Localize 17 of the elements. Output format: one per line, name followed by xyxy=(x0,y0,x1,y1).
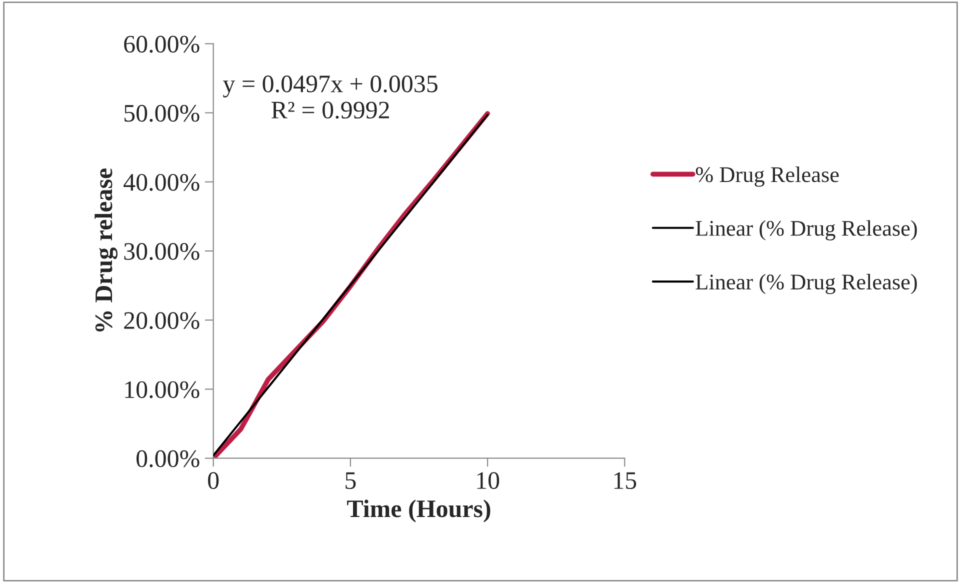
y-tick-label: 10.00% xyxy=(125,381,200,398)
legend-label: % Drug Release xyxy=(696,166,839,187)
y-tick-label: 30.00% xyxy=(124,243,200,260)
y-tick-label: 60.00% xyxy=(124,36,200,53)
x-axis-title: Time (Hours) xyxy=(347,500,490,522)
legend-label: Linear (% Drug Release) xyxy=(696,220,917,240)
y-tick-label: 40.00% xyxy=(124,174,200,191)
x-tick-label: 5 xyxy=(346,472,356,490)
annotation: y = 0.0497x + 0.0035 R² = 0.9992 xyxy=(223,75,438,119)
y-tick-label: 0.00% xyxy=(136,450,200,468)
y-tick-label: 20.00% xyxy=(124,312,200,330)
x-tick-label: 15 xyxy=(614,472,636,490)
y-axis-title: % Drug release xyxy=(94,168,118,332)
y-tick-label: 50.00% xyxy=(124,104,200,122)
x-tick-label: 10 xyxy=(477,472,500,490)
x-tick-label: 0 xyxy=(208,472,219,490)
legend-label: Linear (% Drug Release) xyxy=(696,274,917,294)
